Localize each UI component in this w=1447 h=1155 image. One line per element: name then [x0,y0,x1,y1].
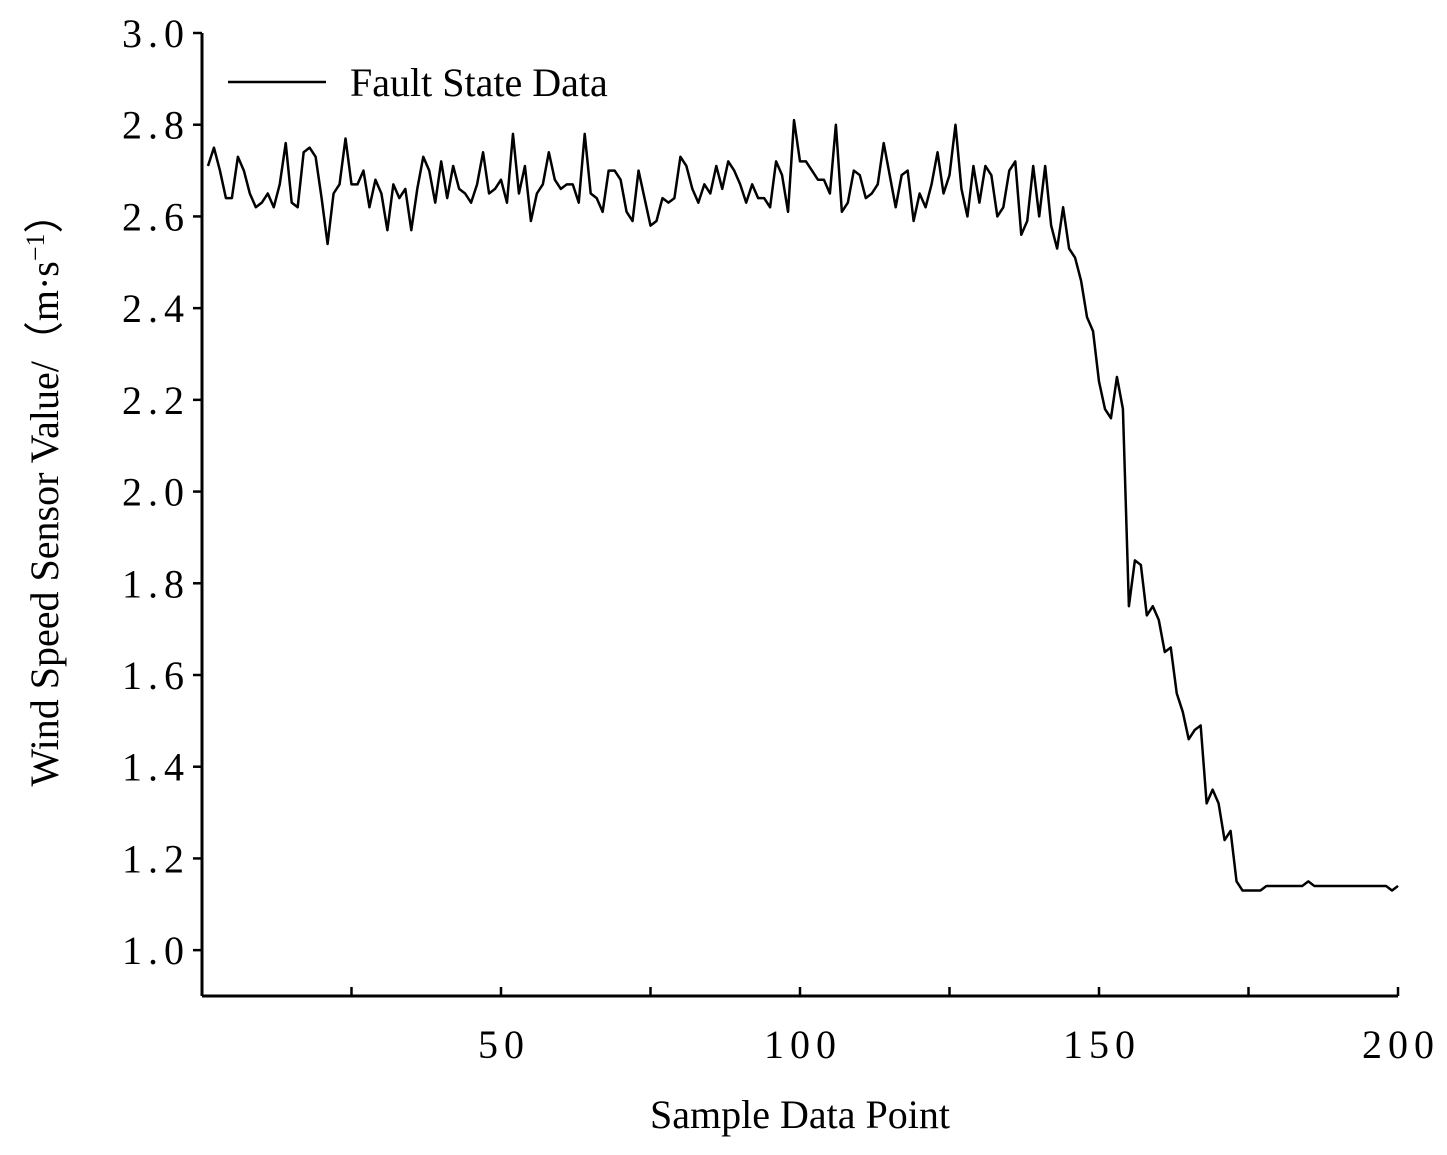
y-tick-label: 3.0 [122,11,190,56]
y-axis-label-text: Wind Speed Sensor Value/（m·s [22,261,67,786]
y-tick-label: 1.4 [122,745,190,790]
y-axis-label: Wind Speed Sensor Value/（m·s−1） [21,193,68,786]
x-tick-label: 200 [1362,1022,1440,1067]
y-tick-label: 1.2 [122,836,190,881]
x-tick-label: 100 [764,1022,842,1067]
x-axis-label: Sample Data Point [650,1092,950,1137]
y-tick-label: 1.6 [122,653,190,698]
y-tick-label: 2.4 [122,286,190,331]
y-tick-label: 2.8 [122,103,190,148]
y-tick-label: 2.2 [122,378,190,423]
y-axis-label-sup: −1 [21,233,50,261]
x-tick-label: 50 [478,1022,530,1067]
legend-label: Fault State Data [350,60,608,105]
y-axis-label-end: ） [22,193,67,233]
data-line [206,118,1399,892]
y-tick-label: 2.0 [122,470,190,515]
y-tick-label: 1.0 [122,928,190,973]
y-tick-label: 1.8 [122,561,190,606]
y-tick-label: 2.6 [122,194,190,239]
x-tick-label: 150 [1063,1022,1141,1067]
